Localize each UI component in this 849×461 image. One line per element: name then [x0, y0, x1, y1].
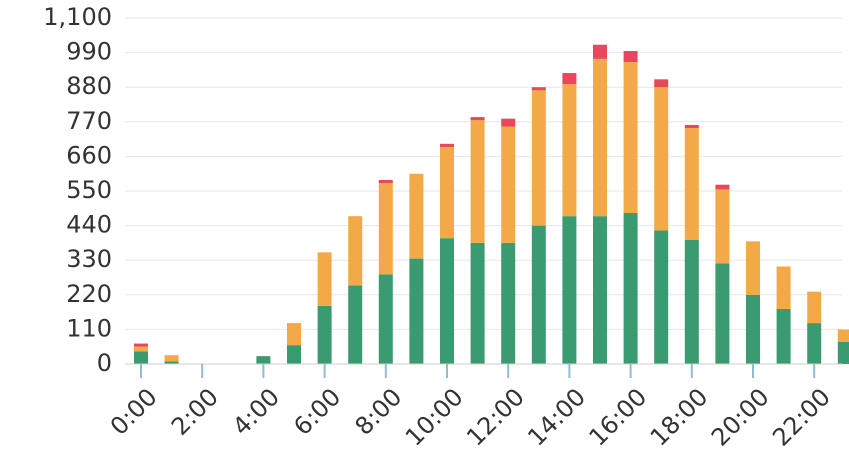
bar-segment-series-1 — [746, 294, 760, 364]
bar-segment-series-1 — [164, 361, 179, 364]
bar-segment-series-1 — [287, 345, 301, 364]
y-tick-label: 440 — [66, 211, 112, 239]
bar-segment-series-2 — [134, 346, 148, 352]
bar-segment-series-2 — [623, 62, 638, 214]
bar-segment-series-2 — [287, 323, 301, 346]
bar-segment-series-1 — [715, 263, 730, 364]
y-tick-label: 0 — [97, 349, 112, 377]
bar-segment-series-1 — [409, 258, 424, 364]
x-axis-ticks: 0:00 2:00 4:00 6:00 8:0010:0012:0014:0016:00… — [105, 364, 836, 452]
bar-segment-series-3 — [134, 343, 148, 347]
bar-segment-series-3 — [654, 79, 669, 88]
bar-segment-series-1 — [562, 216, 577, 364]
x-tick-label: 16:00 — [584, 383, 653, 452]
bar-segment-series-1 — [593, 216, 607, 364]
y-tick-label: 880 — [66, 72, 112, 100]
y-tick-label: 550 — [66, 176, 112, 204]
bar-segment-series-1 — [348, 285, 363, 364]
bar-segment-series-3 — [470, 117, 485, 121]
bar-segment-series-1 — [378, 274, 393, 364]
bar-segment-series-2 — [348, 216, 363, 286]
y-tick-label: 110 — [66, 314, 112, 342]
x-tick-label: 18:00 — [645, 383, 714, 452]
y-tick-label: 1,100 — [43, 3, 112, 31]
bar-segment-series-1 — [317, 305, 332, 364]
x-tick-label: 0:00 — [105, 383, 163, 441]
y-tick-label: 330 — [66, 245, 112, 273]
bar-segment-series-3 — [623, 51, 638, 63]
x-tick-label: 12:00 — [461, 383, 530, 452]
bar-segment-series-3 — [593, 44, 607, 59]
bar-segment-series-2 — [837, 329, 849, 342]
bar-segment-series-2 — [531, 90, 546, 226]
bar-segment-series-2 — [562, 84, 577, 217]
x-tick-label: 22:00 — [767, 383, 836, 452]
bar-segment-series-1 — [654, 230, 669, 364]
bar-segment-series-2 — [164, 355, 179, 362]
bar-segment-series-1 — [501, 242, 516, 364]
bar-segment-series-3 — [562, 73, 577, 85]
x-tick-label: 8:00 — [350, 383, 408, 441]
bar-segment-series-2 — [715, 189, 730, 264]
bar-segment-series-1 — [623, 213, 638, 364]
bar-segment-series-1 — [531, 225, 546, 364]
bar-segment-series-3 — [531, 87, 546, 91]
bar-segment-series-1 — [837, 341, 849, 364]
bar-segment-series-3 — [715, 184, 730, 190]
bar-segment-series-2 — [440, 146, 454, 239]
bar-segment-series-3 — [684, 124, 699, 129]
bar-segment-series-2 — [470, 120, 485, 243]
y-tick-label: 660 — [66, 141, 112, 169]
bar-segment-series-3 — [378, 179, 393, 184]
bar-segment-series-3 — [501, 118, 516, 127]
bar-segment-series-2 — [776, 266, 791, 309]
bar-segment-series-2 — [746, 241, 760, 295]
x-tick-label: 2:00 — [166, 383, 224, 441]
bar-segment-series-2 — [684, 128, 699, 240]
bar-segment-series-1 — [776, 308, 791, 364]
y-tick-label: 770 — [66, 107, 112, 135]
x-tick-label: 14:00 — [522, 383, 591, 452]
x-tick-label: 20:00 — [706, 383, 775, 452]
bar-segment-series-2 — [593, 58, 607, 217]
bar-segment-series-2 — [378, 183, 393, 275]
bar-segment-series-1 — [684, 239, 699, 364]
x-tick-label: 4:00 — [227, 383, 285, 441]
bar-segment-series-1 — [470, 242, 485, 364]
bar-segment-series-2 — [409, 173, 424, 259]
bars — [134, 44, 849, 364]
bar-segment-series-2 — [654, 87, 669, 231]
bar-segment-series-1 — [256, 356, 271, 364]
bar-segment-series-1 — [134, 351, 148, 364]
bar-segment-series-3 — [440, 143, 454, 147]
bar-segment-series-2 — [807, 291, 822, 324]
bar-segment-series-1 — [440, 238, 454, 364]
bar-segment-series-2 — [317, 252, 332, 306]
x-tick-label: 6:00 — [288, 383, 346, 441]
y-tick-label: 990 — [66, 38, 112, 66]
y-axis-tick-labels: 0 110 220 330 440 550 660 770 880 990 1,100 — [43, 3, 112, 377]
x-tick-label: 10:00 — [400, 383, 469, 452]
y-tick-label: 220 — [66, 280, 112, 308]
bar-segment-series-1 — [807, 323, 822, 364]
bar-segment-series-2 — [501, 126, 516, 243]
